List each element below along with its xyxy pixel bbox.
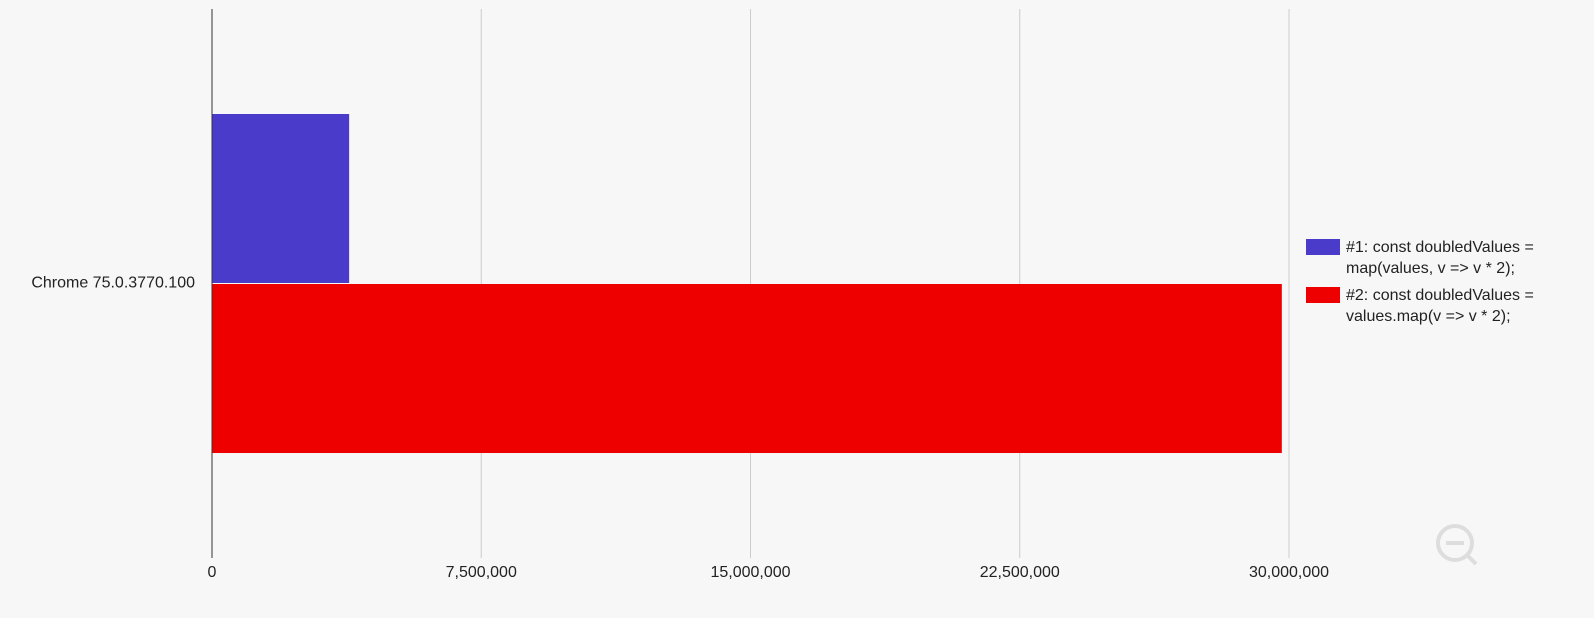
legend-label: #1: const doubledValues = map(values, v … [1346,239,1534,277]
legend-item: #1: const doubledValues = map(values, v … [1306,237,1556,279]
x-tick-label: 7,500,000 [446,564,517,581]
legend-item: #2: const doubledValues = values.map(v =… [1306,285,1556,327]
legend-swatch [1306,239,1340,255]
x-tick-label: 0 [208,564,217,581]
legend-label: #2: const doubledValues = values.map(v =… [1346,287,1534,325]
y-tick-label: Chrome 75.0.3770.100 [31,275,195,292]
zoom-out-button[interactable] [1436,524,1478,566]
x-tick-label: 30,000,000 [1249,564,1329,581]
x-tick-label: 22,500,000 [980,564,1060,581]
bar [212,284,1282,453]
legend: #1: const doubledValues = map(values, v … [1306,237,1556,327]
x-tick-label: 15,000,000 [710,564,790,581]
legend-swatch [1306,287,1340,303]
bar [212,114,350,283]
